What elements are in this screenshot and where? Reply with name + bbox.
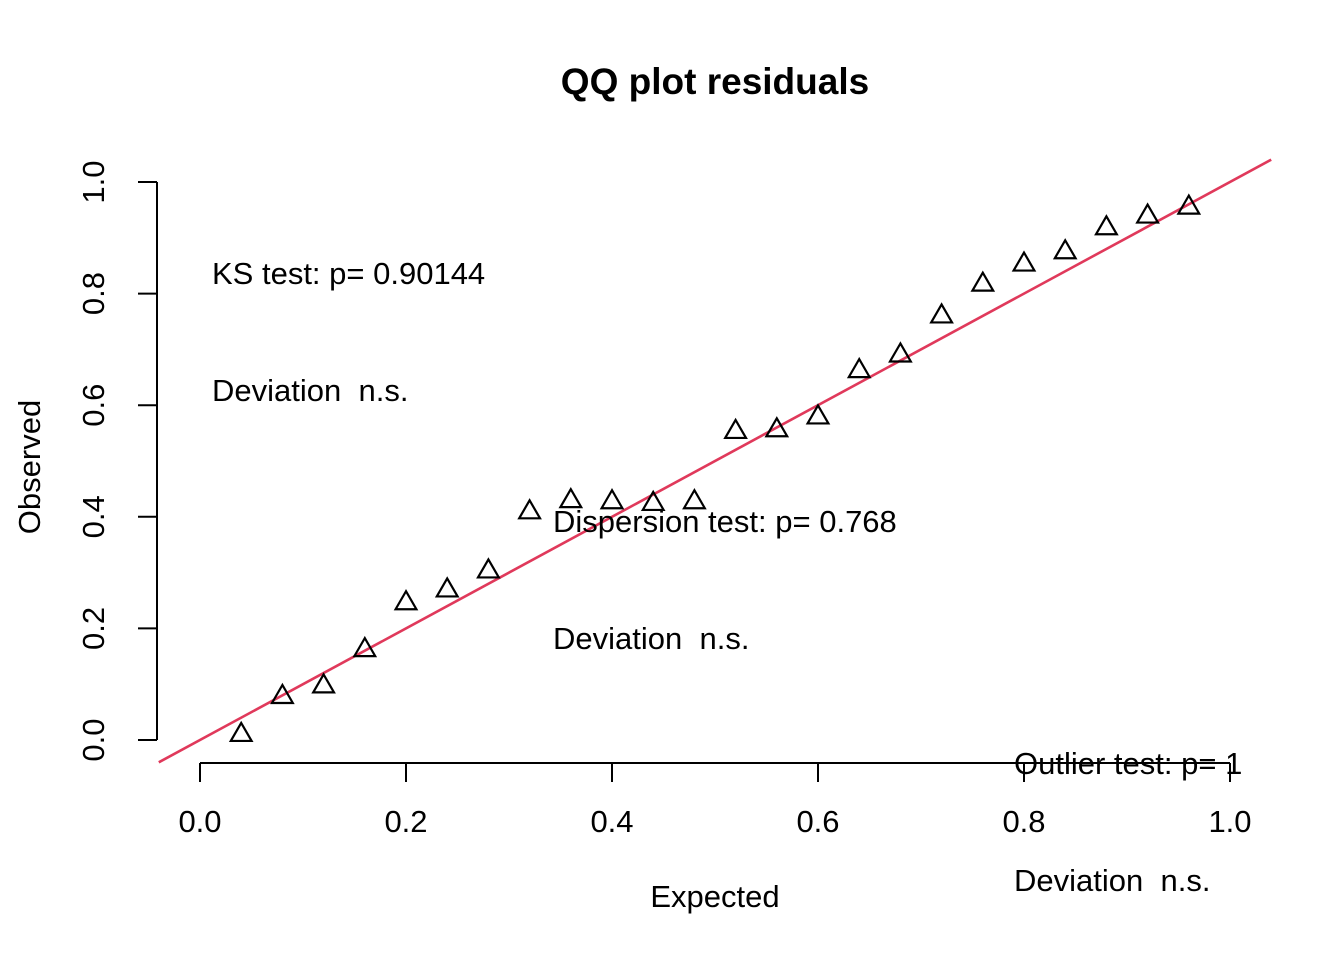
annotation-dispersion-line2: Deviation n.s. (553, 621, 750, 656)
annotation-dispersion-test: Dispersion test: p= 0.768 Deviation n.s. (553, 424, 897, 736)
plot-title: QQ plot residuals (560, 61, 870, 102)
x-tick-label: 0.8 (1002, 804, 1045, 839)
data-point-triangle (558, 486, 584, 509)
y-axis-label: Observed (12, 399, 47, 535)
data-point-triangle (1094, 214, 1119, 236)
annotation-dispersion-line1: Dispersion test: p= 0.768 (553, 504, 897, 539)
annotation-outlier-test: Outlier test: p= 1 Deviation n.s. (1014, 666, 1242, 960)
data-point-triangle (682, 488, 707, 510)
data-point-triangle (764, 416, 790, 438)
data-point-triangle (311, 672, 336, 694)
y-tick-label: 0.4 (76, 495, 111, 538)
data-point-triangle (929, 302, 954, 324)
y-tick-label: 0.2 (76, 607, 111, 650)
data-point-triangle (228, 720, 254, 743)
x-axis-label: Expected (650, 879, 780, 914)
data-point-triangle (434, 576, 460, 598)
data-point-triangle (846, 356, 872, 379)
x-tick-label: 1.0 (1208, 804, 1251, 839)
data-point-triangle (517, 498, 542, 520)
data-point-triangle (805, 403, 831, 425)
data-point-triangle (723, 417, 748, 440)
data-point-triangle (1011, 250, 1037, 272)
data-point-triangle (640, 489, 666, 512)
data-point-triangle (1052, 238, 1078, 260)
data-point-triangle (476, 557, 501, 579)
identity-reference-line (158, 158, 1272, 764)
data-point-triangle (1176, 193, 1202, 215)
data-point-triangle (393, 589, 419, 611)
data-point-triangle (352, 635, 378, 658)
data-point-triangle (270, 682, 295, 705)
data-point-triangle (888, 341, 913, 363)
x-tick-label: 0.4 (590, 804, 633, 839)
x-tick-label: 0.6 (796, 804, 839, 839)
data-point-triangle (1135, 202, 1160, 224)
annotation-outlier-line2: Deviation n.s. (1014, 863, 1211, 898)
x-tick-label: 0.0 (178, 804, 221, 839)
x-tick-label: 0.2 (384, 804, 427, 839)
y-tick-label: 1.0 (76, 160, 111, 203)
data-point-triangle (970, 270, 996, 292)
annotation-ks-line1: KS test: p= 0.90144 (212, 256, 486, 291)
data-point-triangle (599, 488, 625, 510)
y-tick-label: 0.6 (76, 384, 111, 427)
y-tick-label: 0.0 (76, 718, 111, 761)
annotation-ks-test: KS test: p= 0.90144 Deviation n.s. (212, 176, 485, 488)
annotation-outlier-line1: Outlier test: p= 1 (1014, 746, 1243, 781)
y-tick-label: 0.8 (76, 272, 111, 315)
annotation-ks-line2: Deviation n.s. (212, 373, 409, 408)
